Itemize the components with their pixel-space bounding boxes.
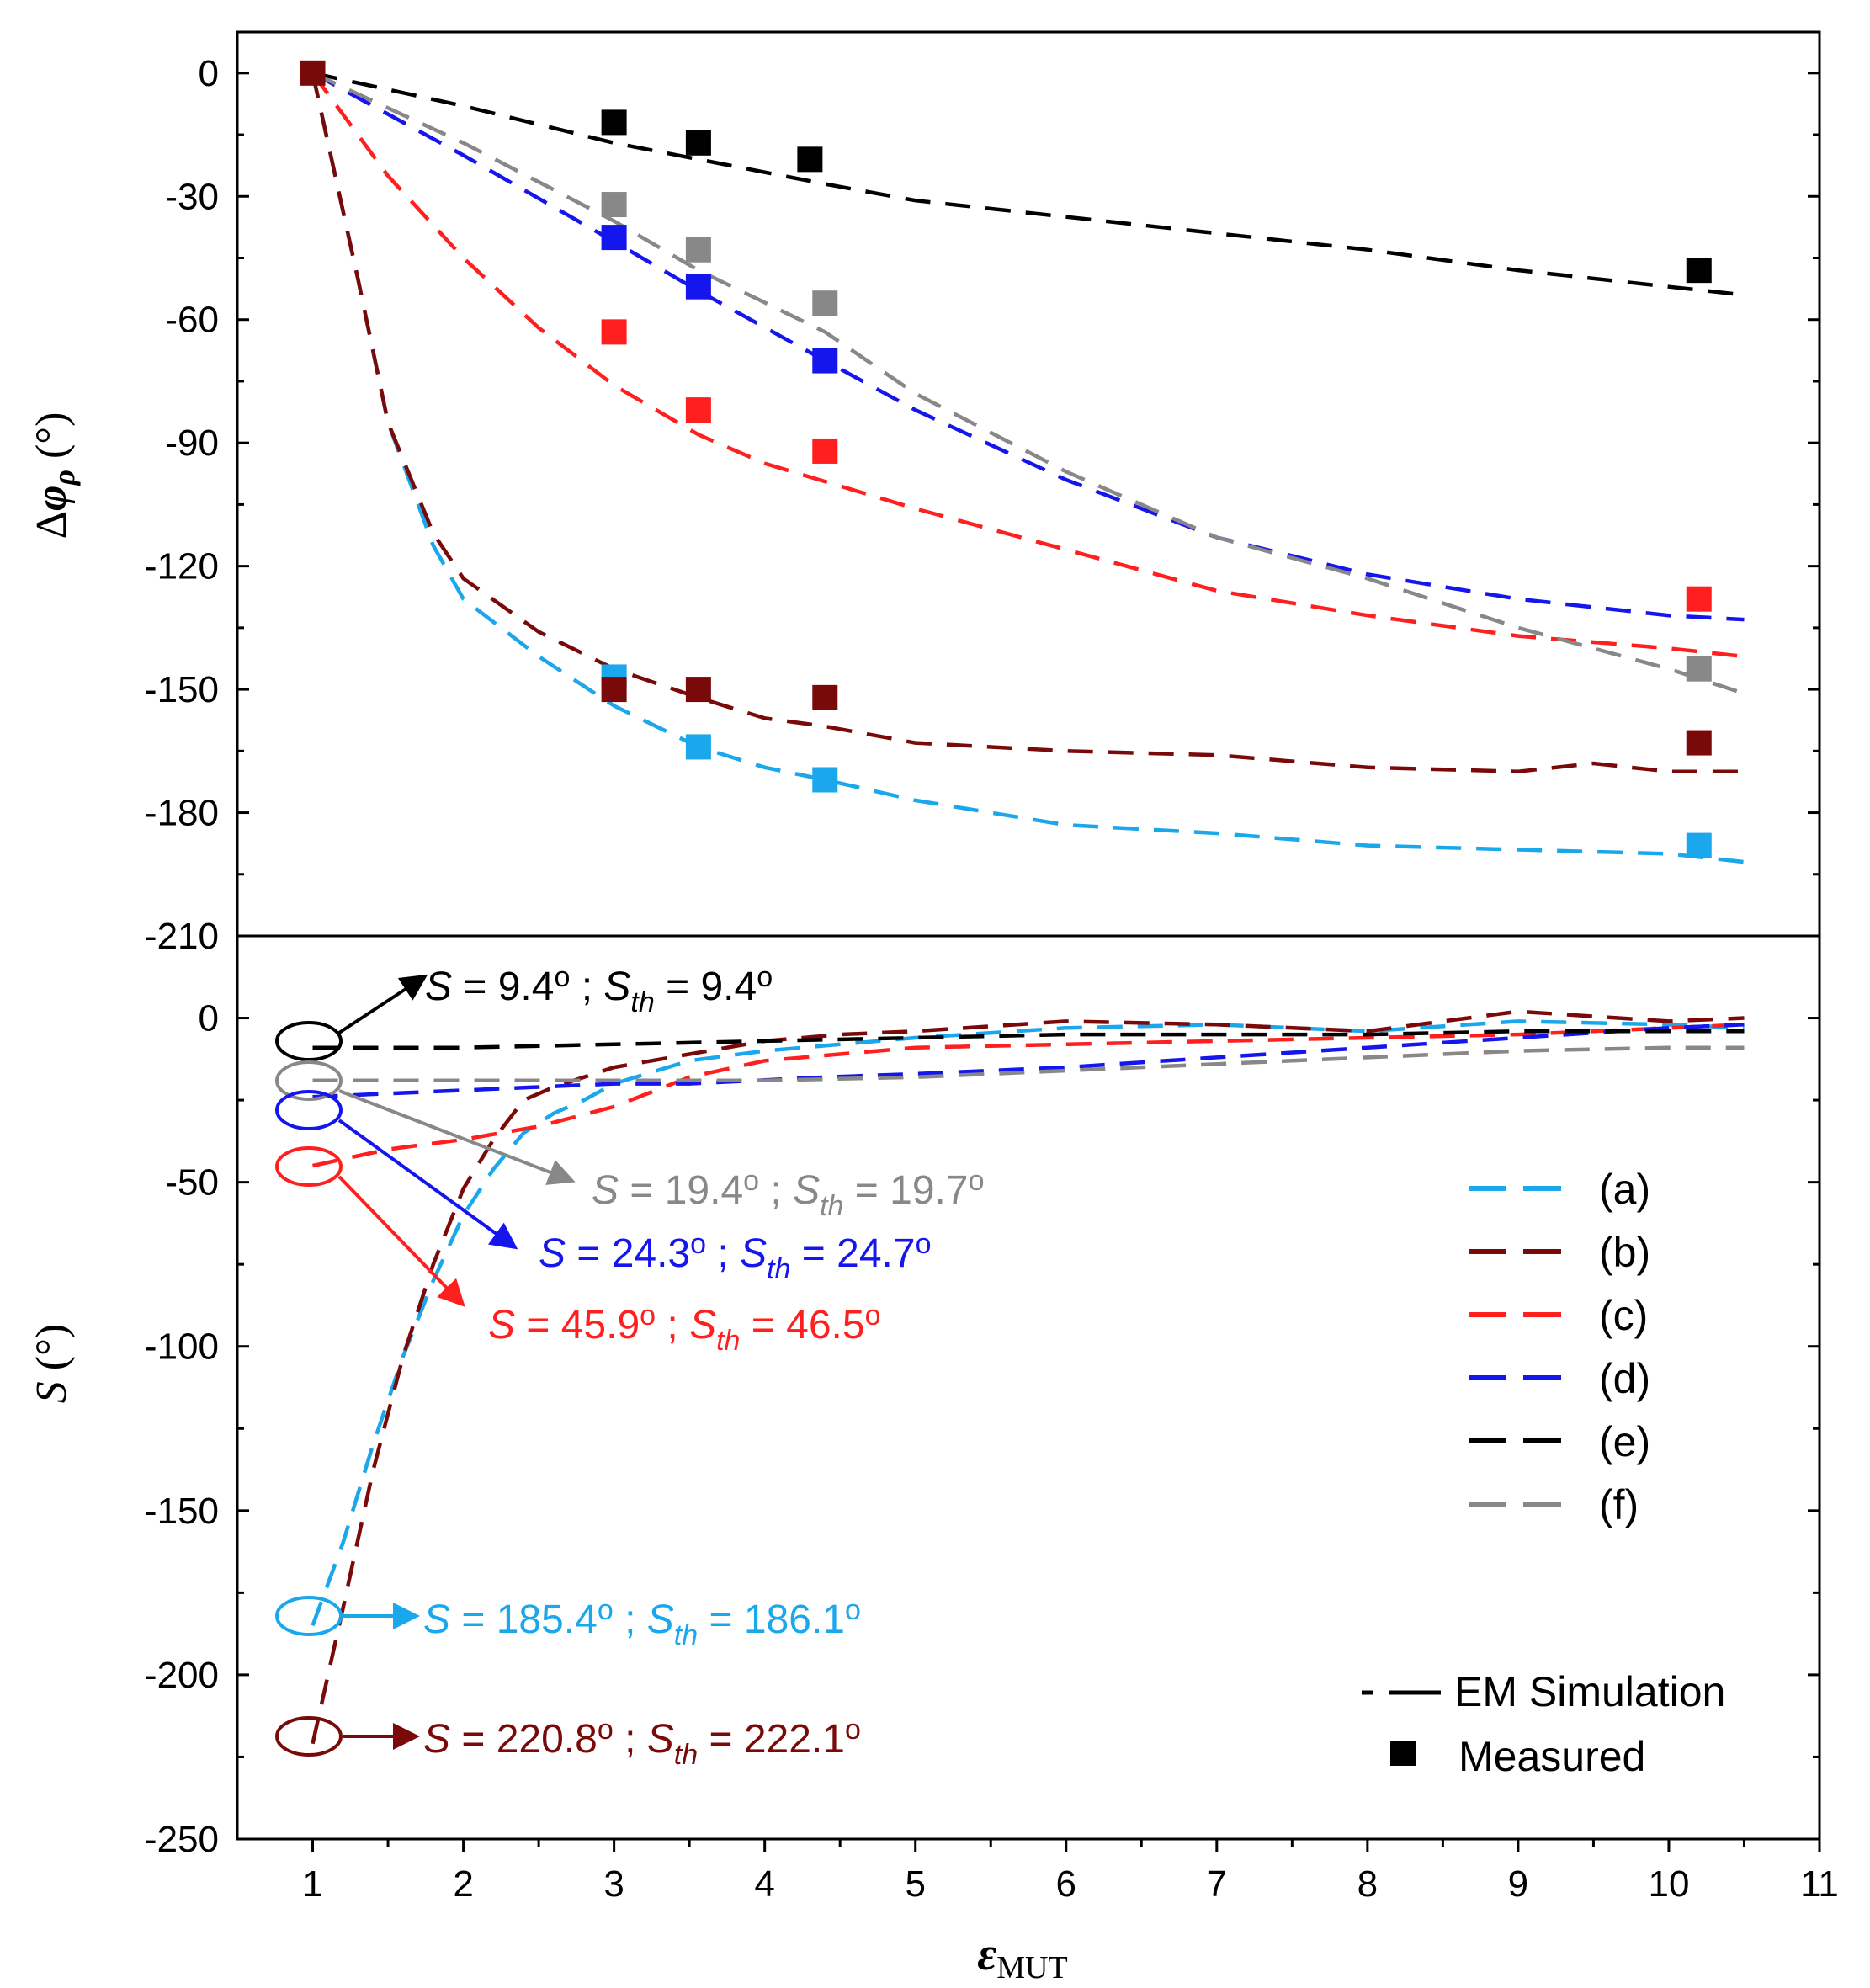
bottom-sim-line-c — [312, 1023, 1745, 1168]
annotation-arrow-c — [337, 1175, 465, 1307]
top-sim-line-c — [311, 72, 1745, 659]
top-panel-plot — [300, 60, 1745, 864]
top-measured-point-f — [685, 237, 711, 263]
top-y-tick-label: -120 — [145, 546, 219, 587]
bottom-y-axis-label: S (°) — [28, 1324, 76, 1403]
top-y-tick-label: -90 — [165, 423, 219, 464]
bottom-y-tick-label: -50 — [165, 1162, 219, 1204]
x-tick-label: 6 — [1056, 1863, 1076, 1905]
annotation-ellipse-d — [275, 1090, 343, 1130]
annotation-text-b: S = 220.8o ; Sth = 222.1o — [423, 1714, 861, 1771]
x-tick-label: 5 — [905, 1863, 925, 1905]
bottom-y-tick-label: 0 — [199, 998, 219, 1039]
top-measured-point-b — [601, 677, 627, 703]
legend-label-a: (a) — [1599, 1166, 1650, 1213]
top-y-tick-label: 0 — [199, 53, 219, 94]
top-measured-point-c — [812, 438, 838, 464]
x-axis-label: εMUT — [977, 1928, 1067, 1985]
top-sim-line-a — [311, 72, 1745, 864]
bottom-y-tick-label: -250 — [145, 1819, 219, 1860]
bottom-y-tick-label: -100 — [145, 1326, 219, 1368]
top-measured-point-e — [797, 146, 823, 173]
x-tick-label: 10 — [1648, 1863, 1689, 1905]
x-tick-label: 9 — [1508, 1863, 1528, 1905]
legend-label-d: (d) — [1599, 1355, 1650, 1402]
bottom-sim-line-d — [312, 1023, 1745, 1099]
x-tick-label: 3 — [603, 1863, 624, 1905]
top-measured-point-b — [1686, 730, 1712, 756]
annotation-ellipse-b — [275, 1716, 343, 1757]
legend-label-e: (e) — [1599, 1418, 1650, 1465]
top-measured-point-a — [685, 734, 711, 760]
annotation-ellipse-f — [275, 1060, 343, 1101]
legend-measured-marker — [1390, 1741, 1416, 1766]
top-measured-point-f — [812, 290, 838, 316]
plot-frame — [236, 30, 1821, 1841]
top-sim-line-f — [311, 71, 1745, 696]
top-measured-point-c — [685, 397, 711, 423]
legend-sim-label: EM Simulation — [1454, 1668, 1725, 1715]
top-y-tick-label: -180 — [145, 793, 219, 834]
top-sim-line-b — [311, 72, 1745, 773]
top-measured-point-e — [1686, 258, 1712, 284]
top-measured-point-a — [1686, 832, 1712, 858]
x-tick-label: 7 — [1207, 1863, 1227, 1905]
top-y-tick-label: -60 — [165, 300, 219, 341]
annotation-text-f: S = 19.4o ; Sth = 19.7o — [592, 1165, 985, 1222]
top-measured-point-e — [685, 130, 711, 156]
top-measured-point-b — [685, 677, 711, 703]
annotation-text-c: S = 45.9o ; Sth = 46.5o — [488, 1300, 881, 1357]
annotation-ellipse-e — [275, 1021, 343, 1061]
legend-measured-label: Measured — [1458, 1733, 1645, 1780]
bottom-y-tick-label: -200 — [145, 1655, 219, 1696]
x-tick-label: 2 — [453, 1863, 473, 1905]
annotation-arrow-d — [337, 1119, 518, 1250]
top-measured-point-c — [1686, 586, 1712, 612]
legend: (a) (b) (c) (d) (e) (f) EM Simulation Measure… — [1362, 1166, 1725, 1780]
top-measured-point-c — [601, 319, 627, 345]
legend-label-f: (f) — [1599, 1481, 1639, 1528]
annotations: S = 9.4o ; Sth = 9.4o S = 19.4o ; Sth = 1… — [275, 961, 985, 1771]
bottom-y-tick-label: -150 — [145, 1491, 219, 1532]
bottom-sim-line-f — [312, 1045, 1745, 1082]
annotation-ellipse-a — [275, 1596, 343, 1636]
annotation-text-a: S = 185.4o ; Sth = 186.1o — [423, 1594, 861, 1651]
top-measured-point-e — [601, 109, 627, 136]
top-y-axis-label: Δφρ (°) — [28, 412, 81, 540]
legend-label-c: (c) — [1599, 1292, 1648, 1339]
bottom-sim-line-b — [311, 1009, 1745, 1745]
top-measured-point-d — [685, 274, 711, 300]
x-tick-label: 8 — [1357, 1863, 1378, 1905]
annotation-text-e: S = 9.4o ; Sth = 9.4o — [425, 961, 773, 1018]
annotation-arrow-e — [337, 974, 428, 1034]
top-measured-point-d — [601, 225, 627, 251]
top-measured-point-a — [812, 767, 838, 793]
top-sim-line-d — [311, 71, 1745, 622]
legend-label-b: (b) — [1599, 1229, 1650, 1276]
top-measured-point-f — [601, 192, 627, 218]
annotation-arrow-f — [338, 1089, 576, 1185]
annotation-text-d: S = 24.3o ; Sth = 24.7o — [539, 1228, 932, 1285]
bottom-sim-line-e — [312, 1029, 1745, 1050]
bottom-panel-plot — [311, 1009, 1745, 1745]
x-tick-label: 4 — [754, 1863, 774, 1905]
annotation-ellipse-c — [275, 1146, 343, 1187]
top-measured-point-d — [812, 348, 838, 374]
x-tick-label: 1 — [302, 1863, 322, 1905]
top-sim-line-e — [312, 71, 1745, 297]
top-y-tick-label: -210 — [145, 916, 219, 957]
top-measured-point-f — [1686, 656, 1712, 682]
legend-series-items: (a) (b) (c) (d) (e) (f) — [1469, 1166, 1650, 1528]
top-y-tick-label: -150 — [145, 669, 219, 710]
x-tick-label: 11 — [1800, 1863, 1839, 1905]
top-y-tick-label: -30 — [165, 176, 219, 217]
top-origin-point — [300, 60, 326, 86]
top-measured-point-b — [812, 684, 838, 710]
top-panel-axes: 0 -30 -60 -90 -120 -150 -180 -210 — [145, 53, 1820, 957]
